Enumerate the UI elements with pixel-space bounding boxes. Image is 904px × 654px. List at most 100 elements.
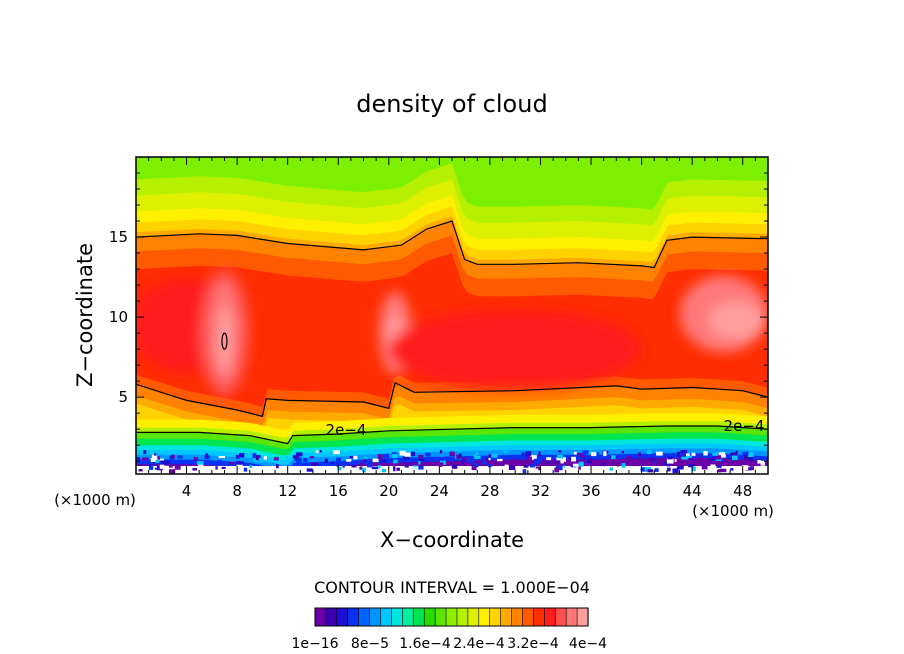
noise-speck [640, 467, 648, 472]
noise-speck [710, 464, 716, 467]
noise-speck [254, 457, 258, 463]
noise-speck [215, 466, 218, 470]
noise-speck [667, 467, 671, 472]
colorbar-swatch [478, 607, 491, 627]
noise-speck [364, 456, 368, 460]
noise-speck [342, 465, 345, 468]
noise-speck [371, 466, 379, 470]
noise-speck [647, 469, 654, 473]
noise-speck [425, 452, 431, 457]
noise-speck [563, 465, 566, 468]
noise-speck [197, 461, 204, 465]
noise-speck [346, 459, 352, 462]
noise-speck [538, 451, 541, 457]
noise-speck [411, 466, 418, 469]
noise-speck [653, 460, 657, 463]
noise-speck [268, 458, 271, 463]
noise-speck [457, 461, 461, 466]
noise-speck [364, 458, 367, 463]
noise-speck [667, 463, 671, 467]
noise-speck [503, 450, 508, 453]
noise-speck [712, 452, 719, 456]
noise-speck [153, 453, 157, 456]
noise-speck [218, 456, 226, 459]
noise-speck [142, 457, 149, 461]
noise-speck [698, 455, 701, 459]
y-tick-label: 10 [109, 308, 128, 326]
noise-speck [716, 465, 722, 468]
noise-speck [174, 464, 181, 470]
noise-speck [680, 450, 688, 455]
noise-speck [276, 464, 279, 469]
noise-speck [410, 451, 416, 456]
noise-speck [472, 462, 479, 468]
noise-speck [686, 455, 692, 458]
noise-speck [168, 464, 173, 468]
noise-speck [497, 458, 503, 462]
noise-speck [303, 458, 308, 462]
noise-speck [418, 454, 424, 458]
noise-speck [253, 459, 256, 462]
noise-speck [591, 452, 597, 457]
noise-speck [461, 457, 467, 462]
noise-speck [747, 452, 754, 457]
contour-line-upper [136, 220, 768, 269]
noise-speck [235, 455, 240, 459]
noise-speck [730, 452, 738, 456]
noise-speck [137, 457, 141, 462]
noise-speck [674, 458, 677, 462]
colorbar-swatch [565, 607, 578, 627]
colorbar-swatch [456, 607, 469, 627]
colorbar-swatch [336, 607, 349, 627]
noise-speck [535, 466, 540, 471]
noise-speck [392, 454, 398, 458]
noise-speck [311, 462, 318, 466]
colorbar-swatch [423, 607, 436, 627]
contour-line-low [136, 425, 768, 445]
noise-speck [236, 464, 243, 468]
noise-speck [382, 469, 386, 473]
x-tick-label: 28 [480, 482, 499, 500]
chart-title: density of cloud [356, 90, 547, 118]
noise-speck [757, 460, 761, 464]
noise-speck [336, 463, 339, 467]
noise-speck [554, 467, 560, 473]
colorbar-swatch [554, 607, 567, 627]
x-axis-label: X−coordinate [380, 528, 524, 552]
noise-speck [625, 456, 632, 459]
noise-speck [456, 454, 461, 459]
noise-speck [171, 454, 175, 459]
contour-line-base [136, 381, 768, 418]
noise-speck [720, 454, 726, 458]
noise-speck [735, 450, 738, 454]
noise-speck [380, 458, 386, 463]
noise-speck [166, 460, 171, 466]
noise-speck [546, 457, 552, 461]
colorbar-swatch [533, 607, 545, 627]
noise-speck [745, 467, 752, 471]
noise-speck [631, 459, 639, 464]
noise-speck [240, 461, 244, 465]
noise-speck [198, 464, 204, 468]
noise-speck [682, 467, 687, 471]
noise-speck [243, 467, 248, 472]
noise-speck [666, 458, 674, 464]
noise-speck [600, 462, 607, 467]
noise-speck [586, 458, 593, 463]
noise-speck [529, 456, 532, 462]
colorbar-tick-label: 1e−16 [291, 636, 338, 652]
noise-speck [525, 451, 532, 456]
noise-speck [526, 455, 530, 460]
colorbar-swatch [445, 607, 458, 627]
x-tick-label: 36 [581, 482, 600, 500]
y-axis-label: Z−coordinate [73, 243, 97, 387]
density-core [216, 307, 233, 372]
noise-speck [681, 456, 689, 460]
noise-speck [701, 464, 708, 470]
noise-speck [324, 461, 328, 466]
colorbar-swatch [489, 607, 502, 627]
noise-speck [491, 453, 498, 458]
noise-speck [611, 455, 616, 460]
x-tick-label: 40 [632, 482, 651, 500]
noise-speck [672, 468, 679, 474]
